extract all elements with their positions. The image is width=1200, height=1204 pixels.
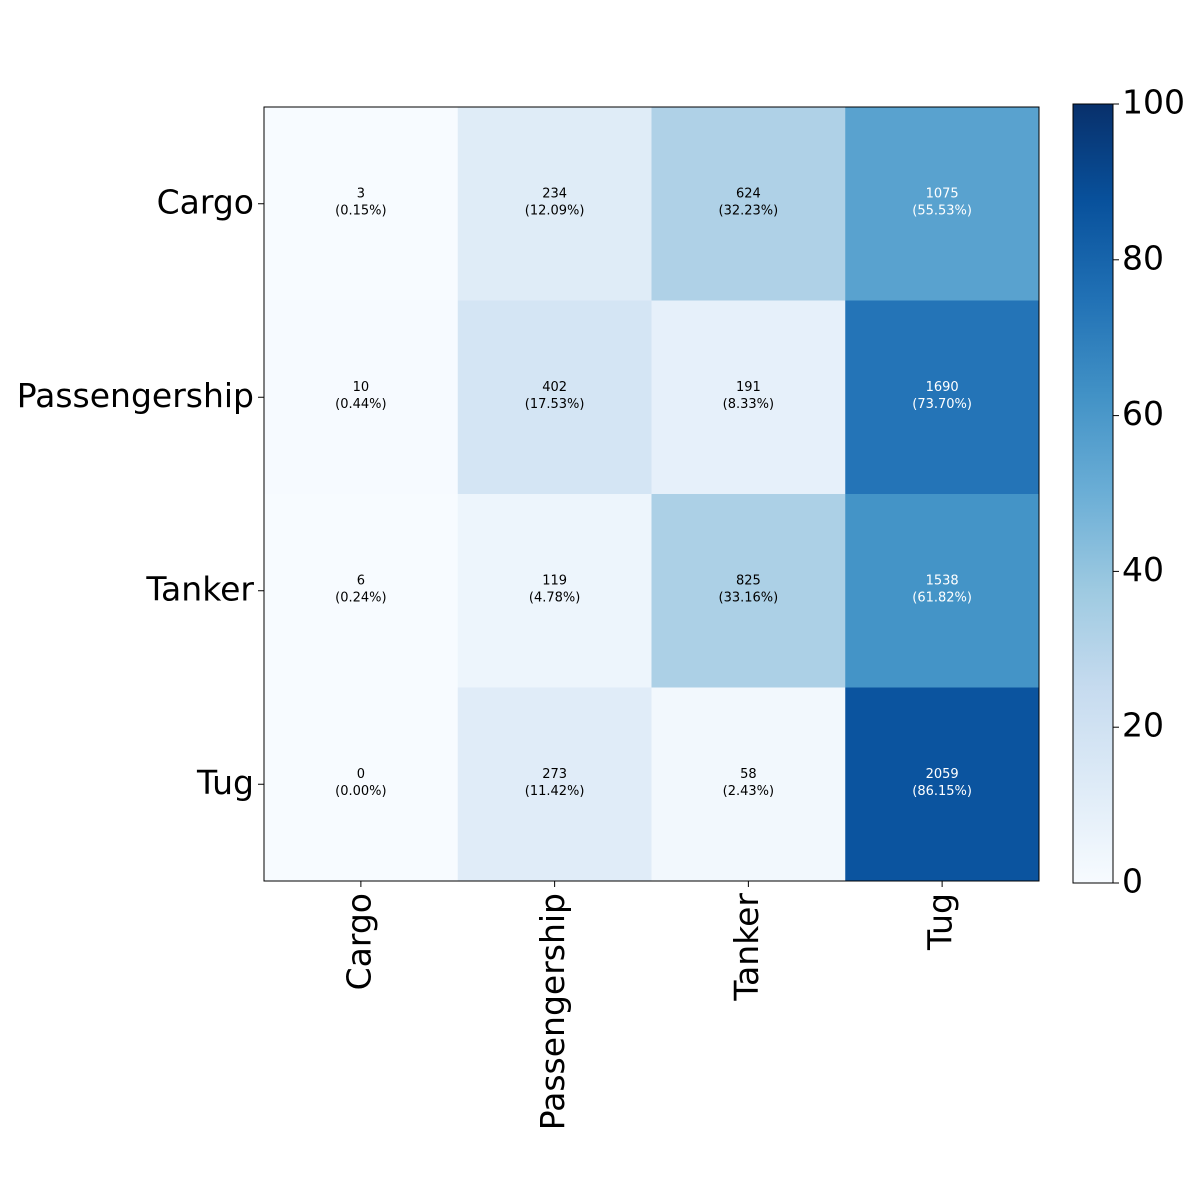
heatmap-cell [845,107,1040,301]
heatmap-cell [845,494,1040,688]
cell-percent-label: (0.24%) [335,590,386,605]
x-tick-label: Tug [921,893,960,951]
cell-percent-label: (33.16%) [719,590,779,605]
cell-count-label: 191 [736,380,761,395]
heatmap-cell [651,107,846,301]
heatmap-cell [845,687,1040,882]
cell-count-label: 119 [542,573,567,588]
cell-percent-label: (0.15%) [335,203,386,218]
heatmap-cell [264,687,459,882]
cell-percent-label: (61.82%) [912,590,972,605]
cell-percent-label: (0.44%) [335,397,386,412]
heatmap-cell [264,300,459,495]
cell-count-label: 6 [357,573,365,588]
heatmap-cell [651,687,846,882]
heatmap-cell [651,494,846,688]
cell-count-label: 58 [740,767,757,782]
heatmap-cell [845,300,1040,495]
cell-count-label: 2059 [926,767,959,782]
y-tick-label: Tanker [145,569,254,608]
heatmap-cell [651,300,846,495]
x-tick-label: Tanker [727,893,766,1002]
cell-percent-label: (55.53%) [912,203,972,218]
cell-count-label: 624 [736,186,761,201]
cell-percent-label: (73.70%) [912,397,972,412]
colorbar-tick-label: 100 [1122,83,1185,122]
colorbar-tick-label: 0 [1122,862,1143,901]
x-tick-label: Passengership [533,893,572,1130]
colorbar-tick-label: 20 [1122,706,1164,745]
heatmap-cell [457,300,652,495]
cell-percent-label: (32.23%) [719,203,779,218]
cell-count-label: 1538 [926,573,959,588]
cell-count-label: 1075 [926,186,959,201]
heatmap-cell [457,107,652,301]
y-tick-label: Tug [196,763,254,802]
colorbar-tick-label: 80 [1122,238,1164,277]
cell-percent-label: (8.33%) [723,397,774,412]
colorbar [1072,103,1114,884]
x-tick-label: Cargo [339,893,378,990]
heatmap-cell [457,494,652,688]
y-tick-label: Passengership [17,376,254,415]
cell-count-label: 10 [353,380,370,395]
cell-count-label: 1690 [926,380,959,395]
cell-count-label: 825 [736,573,761,588]
cell-count-label: 3 [357,186,365,201]
cell-percent-label: (0.00%) [335,784,386,799]
cell-percent-label: (4.78%) [529,590,580,605]
cell-percent-label: (2.43%) [723,784,774,799]
cell-count-label: 234 [542,186,567,201]
cell-count-label: 273 [542,767,567,782]
heatmap-cell [264,494,459,688]
cell-percent-label: (17.53%) [525,397,585,412]
cell-percent-label: (86.15%) [912,784,972,799]
plot-frame [263,106,1040,882]
cell-count-label: 402 [542,380,567,395]
cell-count-label: 0 [357,767,365,782]
heatmap-cell [264,107,459,301]
cell-percent-label: (11.42%) [525,784,585,799]
cell-percent-label: (12.09%) [525,203,585,218]
colorbar-tick-label: 40 [1122,550,1164,589]
colorbar-tick-label: 60 [1122,394,1164,433]
y-tick-label: Cargo [157,182,254,221]
heatmap-cell [457,687,652,882]
